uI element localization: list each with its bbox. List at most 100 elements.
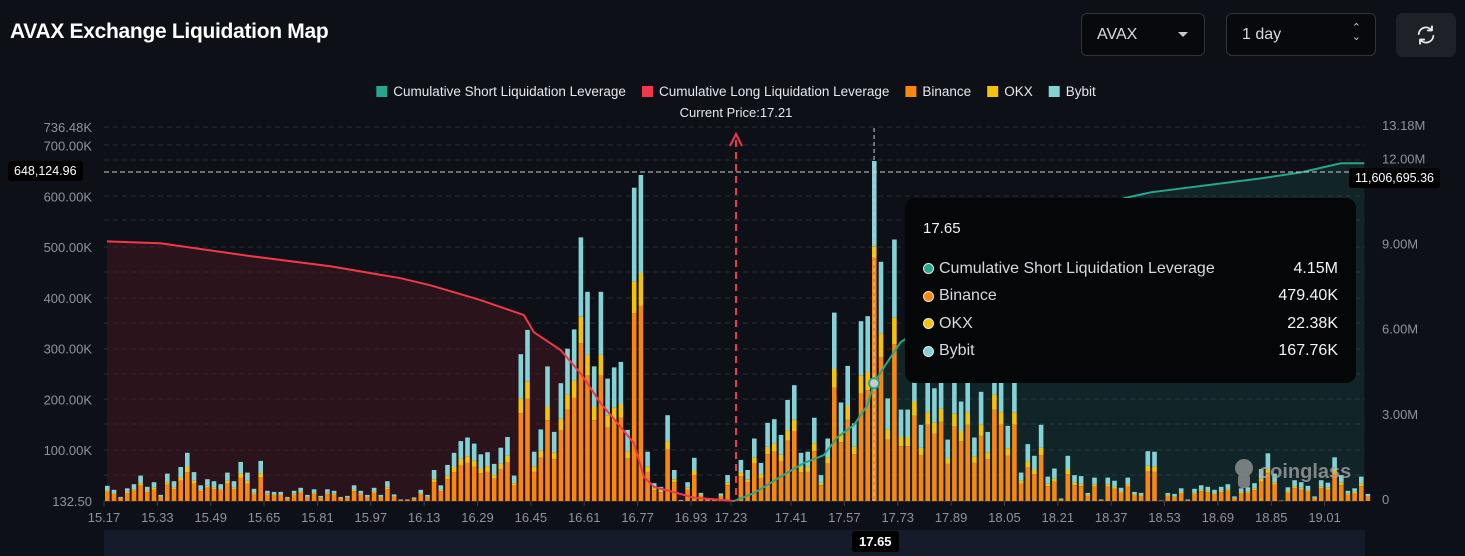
- bar-okx: [591, 406, 597, 421]
- x-tick-label: 15.97: [355, 510, 388, 525]
- bar-binance: [1292, 488, 1297, 501]
- bar-bybit: [298, 487, 303, 492]
- x-tick-label: 17.73: [881, 510, 914, 525]
- bar-okx: [638, 273, 644, 306]
- bar-okx: [158, 496, 163, 498]
- bar-binance: [985, 459, 990, 501]
- bar-binance: [398, 500, 404, 501]
- bar-binance: [692, 475, 697, 501]
- bar-bybit: [151, 482, 157, 488]
- bar-binance: [1145, 471, 1151, 501]
- bar-okx: [818, 482, 824, 486]
- bar-okx: [1045, 483, 1051, 487]
- bar-binance: [465, 462, 470, 501]
- bar-bybit: [878, 261, 884, 334]
- bar-bybit: [125, 488, 130, 492]
- legend-item[interactable]: Cumulative Long Liquidation Leverage: [659, 84, 889, 99]
- bar-bybit: [498, 447, 504, 464]
- coin-select[interactable]: AVAX: [1081, 13, 1205, 56]
- bar-binance: [852, 454, 857, 501]
- y-left-tick: 300.00K: [44, 342, 93, 357]
- bar-okx: [1352, 491, 1357, 494]
- legend-item[interactable]: Cumulative Short Liquidation Leverage: [393, 84, 626, 99]
- bar-okx: [945, 457, 950, 464]
- bar-okx: [978, 424, 984, 436]
- bar-okx: [438, 489, 444, 492]
- bar-okx: [571, 380, 577, 398]
- bar-okx: [458, 458, 464, 465]
- y-left-tick: 736.48K: [44, 120, 93, 135]
- bar-bybit: [645, 451, 650, 467]
- bar-bybit: [772, 419, 777, 444]
- chart-legend: Cumulative Short Liquidation Leverage Cum…: [376, 84, 1096, 99]
- bar-binance: [738, 476, 744, 501]
- range-select[interactable]: 1 day ⌃ ⌄: [1226, 13, 1376, 56]
- bar-binance: [1278, 500, 1284, 501]
- bar-bybit: [1265, 453, 1271, 468]
- bar-okx: [905, 437, 910, 447]
- legend-item[interactable]: Bybit: [1066, 84, 1096, 99]
- bar-bybit: [832, 312, 837, 369]
- bar-bybit: [358, 490, 364, 494]
- bar-okx: [1312, 498, 1317, 499]
- data-zoom-slider[interactable]: [104, 530, 1365, 556]
- bar-okx: [952, 413, 957, 427]
- bar-binance: [1325, 489, 1331, 501]
- bar-binance: [1125, 486, 1131, 501]
- bar-binance: [1105, 486, 1111, 501]
- bar-bybit: [1185, 499, 1191, 500]
- bar-bybit: [158, 494, 163, 497]
- bar-bybit: [198, 485, 203, 490]
- bar-okx: [538, 450, 544, 458]
- bar-binance: [145, 492, 150, 501]
- bar-okx: [385, 487, 390, 490]
- bar-binance: [792, 431, 797, 501]
- bar-binance: [571, 397, 577, 501]
- bar-okx: [211, 487, 217, 490]
- crosshair-left-value: 648,124.96: [8, 161, 83, 181]
- bar-binance: [331, 494, 337, 501]
- bar-okx: [331, 493, 337, 495]
- bar-binance: [151, 489, 157, 501]
- bar-binance: [665, 449, 670, 501]
- bar-bybit: [858, 321, 864, 376]
- bar-binance: [1192, 493, 1197, 501]
- bar-bybit: [611, 367, 617, 408]
- bar-bybit: [1232, 496, 1237, 498]
- bar-bybit: [445, 464, 450, 476]
- bar-binance: [838, 442, 844, 501]
- bar-okx: [1285, 491, 1291, 493]
- bar-okx: [1132, 494, 1137, 496]
- y-left-tick: 100.00K: [44, 443, 93, 458]
- bar-okx: [198, 489, 203, 492]
- bar-okx: [885, 429, 890, 440]
- legend-swatch-3: [987, 86, 999, 97]
- bar-okx: [445, 475, 450, 480]
- legend-item[interactable]: OKX: [1004, 84, 1033, 99]
- bar-okx: [131, 489, 137, 491]
- bar-okx: [812, 443, 817, 452]
- bar-bybit: [238, 461, 243, 474]
- bar-bybit: [1085, 492, 1091, 495]
- bar-binance: [712, 500, 717, 501]
- x-tick-label: 18.53: [1148, 510, 1181, 525]
- bar-bybit: [531, 451, 537, 467]
- bar-bybit: [745, 470, 750, 480]
- bar-bybit: [1292, 480, 1297, 487]
- bar-binance: [978, 435, 984, 501]
- legend-item[interactable]: Binance: [922, 84, 971, 99]
- bar-bybit: [985, 431, 990, 453]
- legend-swatch-1: [642, 86, 653, 97]
- bar-okx: [1012, 412, 1017, 425]
- bar-bybit: [1052, 468, 1057, 479]
- bar-bybit: [752, 438, 757, 458]
- bar-okx: [1038, 447, 1044, 456]
- bar-bybit: [1118, 487, 1124, 492]
- bar-okx: [118, 498, 123, 499]
- refresh-button[interactable]: [1396, 13, 1456, 57]
- y-left-tick: 700.00K: [44, 139, 93, 154]
- bar-okx: [338, 498, 343, 499]
- bar-binance: [1265, 472, 1271, 501]
- bar-binance: [818, 485, 824, 501]
- x-tick-label: 15.33: [141, 510, 174, 525]
